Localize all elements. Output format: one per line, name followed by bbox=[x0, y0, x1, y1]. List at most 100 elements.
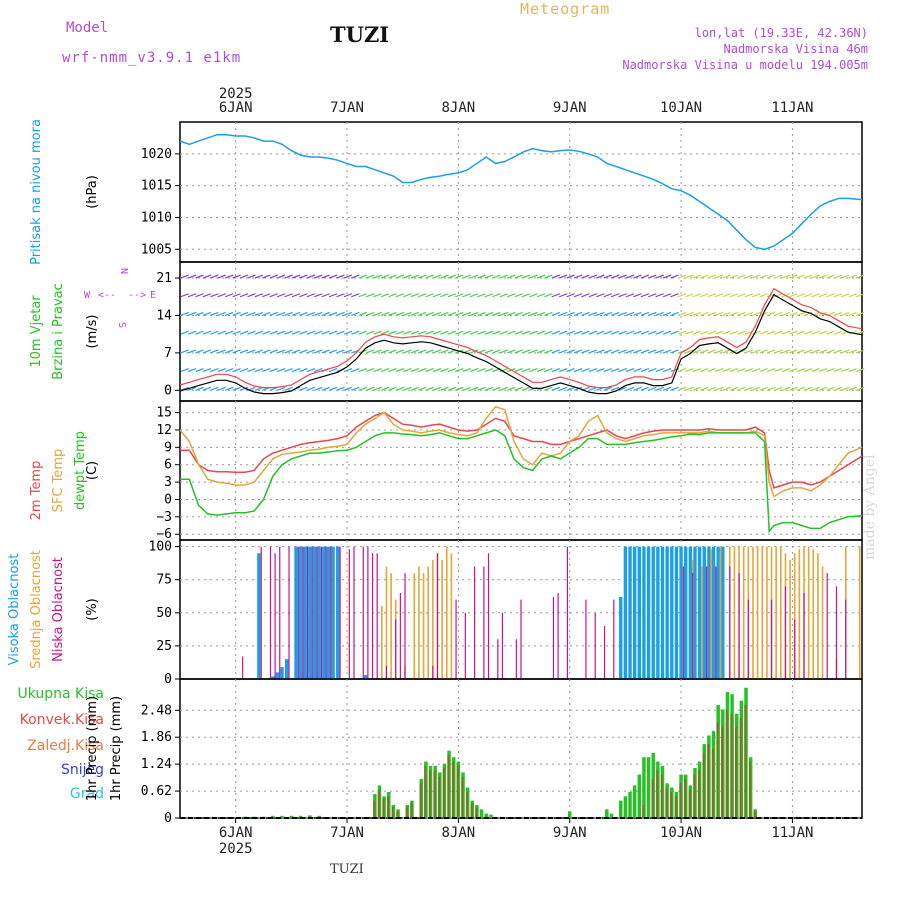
wind-barb bbox=[714, 311, 724, 317]
wind-barb bbox=[321, 330, 330, 335]
panel-clouds: 0 25 50 75 100 bbox=[149, 539, 863, 687]
wind-barb bbox=[321, 386, 330, 391]
convective-precip-bar bbox=[428, 770, 431, 818]
bottom-date-label: 10JAN bbox=[660, 825, 702, 841]
wind-barb bbox=[224, 311, 234, 317]
wind-barb bbox=[514, 293, 523, 298]
high-cloud-bar bbox=[707, 546, 711, 679]
wind-barb bbox=[544, 330, 553, 335]
wind-barb bbox=[640, 368, 650, 373]
wind-barb bbox=[417, 330, 427, 335]
wind-barb bbox=[507, 330, 516, 335]
wind-barb bbox=[514, 368, 523, 373]
wind-barb bbox=[336, 311, 345, 317]
wind-barb bbox=[469, 368, 479, 373]
low-cloud-bar bbox=[260, 546, 262, 679]
mid-cloud-bar bbox=[766, 546, 768, 679]
wind-barb bbox=[648, 349, 657, 354]
wind-barb bbox=[781, 311, 791, 317]
high-cloud-bar bbox=[684, 546, 688, 679]
mid-cloud-bar bbox=[422, 573, 425, 679]
wind-barb bbox=[744, 293, 754, 298]
wind-barb bbox=[484, 386, 494, 391]
wind-barb bbox=[380, 293, 390, 298]
wind-barb bbox=[774, 386, 783, 391]
low-cloud-bar bbox=[594, 612, 596, 679]
wind-barb bbox=[224, 386, 234, 391]
wind-barb bbox=[670, 274, 679, 279]
wind-barb bbox=[224, 293, 234, 298]
wind-barb bbox=[566, 274, 575, 279]
wind-barb bbox=[195, 293, 204, 298]
y-tick-label: 15 bbox=[156, 406, 172, 421]
wind-barb bbox=[395, 293, 405, 298]
y-tick-label: 14 bbox=[156, 308, 172, 323]
wind-barb bbox=[321, 311, 330, 317]
wind-barb bbox=[603, 311, 612, 317]
y-tick-label: 25 bbox=[156, 639, 172, 654]
wind-barb bbox=[559, 293, 568, 298]
wind-barb bbox=[299, 293, 308, 298]
wind-barb bbox=[314, 274, 323, 279]
y-tick-label: 0 bbox=[164, 492, 172, 507]
wind-barb bbox=[648, 386, 657, 391]
wind-barb bbox=[403, 274, 412, 279]
low-cloud-bar bbox=[784, 586, 787, 679]
wind-barb bbox=[707, 368, 716, 373]
y-axis-label-2: Brzina i Pravac bbox=[51, 283, 66, 380]
wind-barb bbox=[395, 311, 405, 317]
wind-barb bbox=[343, 293, 353, 298]
wind-barb bbox=[833, 368, 843, 373]
wind-barb bbox=[462, 368, 471, 373]
wind-barb bbox=[529, 349, 538, 354]
wind-barb bbox=[707, 349, 716, 354]
wind-barb bbox=[796, 368, 805, 373]
wind-barb bbox=[514, 274, 523, 279]
wind-barb bbox=[425, 349, 434, 354]
wind-barb bbox=[417, 386, 427, 391]
convective-precip-bar bbox=[711, 748, 714, 818]
total-precip-bar bbox=[637, 774, 642, 818]
wind-barb bbox=[477, 274, 486, 279]
wind-barb bbox=[707, 386, 716, 391]
bottom-date-label: 9JAN bbox=[553, 825, 587, 841]
wind-barb bbox=[729, 311, 739, 317]
wind-barb bbox=[425, 311, 434, 317]
wind-barb bbox=[588, 349, 598, 354]
wind-barb bbox=[803, 274, 813, 279]
wind-barb bbox=[351, 330, 360, 335]
high-cloud-bar bbox=[619, 596, 623, 679]
wind-barb bbox=[759, 330, 768, 335]
total-precip-bar bbox=[623, 796, 628, 818]
wind-barb bbox=[269, 311, 278, 317]
wind-barb bbox=[403, 293, 412, 298]
convective-precip-bar bbox=[753, 811, 756, 818]
wind-barb bbox=[714, 368, 724, 373]
wind-barb bbox=[276, 368, 286, 373]
wind-barb bbox=[425, 274, 434, 279]
low-cloud-bar bbox=[325, 546, 327, 679]
panel-precip: 0 0.62 1.24 1.86 2.48 Ukupna Kisa Konvek.Kisa Z… bbox=[17, 678, 863, 857]
wind-barb bbox=[640, 349, 650, 354]
bottom-year-label: 2025 bbox=[219, 841, 253, 857]
wind-barb bbox=[707, 274, 716, 279]
wind-barb bbox=[195, 386, 204, 391]
wind-barb bbox=[425, 330, 434, 335]
convective-precip-bar bbox=[688, 789, 691, 818]
wind-barb bbox=[633, 293, 642, 298]
wind-barb bbox=[239, 274, 249, 279]
low-cloud-bar bbox=[487, 553, 490, 679]
wind-barb bbox=[610, 386, 620, 391]
wind-barb bbox=[366, 330, 375, 335]
wind-barb bbox=[440, 349, 449, 354]
convective-precip-bar bbox=[679, 783, 682, 818]
wind-barb bbox=[811, 368, 820, 373]
high-cloud-bar bbox=[651, 546, 655, 679]
wind-barb bbox=[625, 293, 635, 298]
legend-convective-rain: Konvek.Kisa bbox=[20, 712, 104, 728]
low-cloud-bar bbox=[455, 599, 457, 679]
y-tick-label: 1015 bbox=[141, 179, 172, 194]
wind-barb bbox=[373, 349, 382, 354]
y-axis-label-3: Niska Oblacnost bbox=[51, 557, 66, 662]
wind-barb bbox=[269, 330, 278, 335]
